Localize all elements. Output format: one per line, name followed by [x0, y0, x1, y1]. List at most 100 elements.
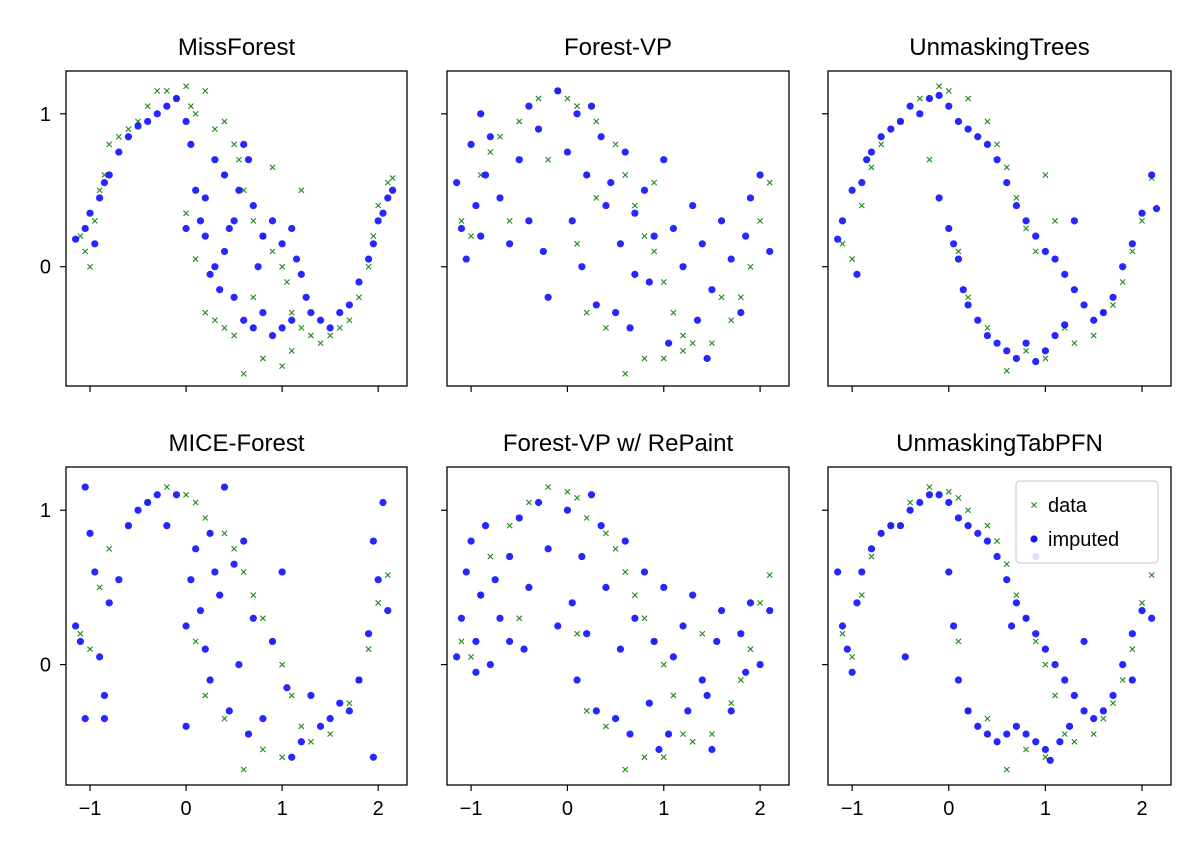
imputed-point — [124, 133, 133, 141]
data-point — [708, 340, 715, 347]
imputed-point — [954, 676, 963, 684]
imputed-point — [249, 201, 257, 210]
data-point — [240, 370, 247, 377]
imputed-point — [660, 583, 668, 592]
imputed-point — [993, 156, 1001, 164]
data-point — [211, 126, 218, 133]
data-series — [77, 83, 396, 377]
data-point — [283, 279, 290, 286]
data-point — [868, 553, 875, 560]
data-point — [506, 522, 513, 529]
imputed-point — [220, 483, 229, 491]
data-point — [1052, 692, 1059, 699]
x-tick-label: 0 — [562, 798, 573, 820]
imputed-point — [1070, 286, 1078, 294]
imputed-point — [206, 676, 214, 684]
data-point — [259, 615, 266, 622]
imputed-point — [901, 653, 909, 661]
imputed-point — [737, 309, 745, 317]
imputed-point — [616, 645, 625, 653]
imputed-point — [1046, 756, 1054, 764]
panel-title: UnmaskingTrees — [909, 34, 1090, 61]
imputed-point — [964, 125, 972, 133]
data-point — [279, 263, 286, 270]
imputed-point — [578, 552, 586, 561]
data-point — [849, 653, 856, 660]
imputed-point — [935, 491, 943, 499]
imputed-point — [660, 156, 668, 164]
x-tick-label: 1 — [1040, 798, 1051, 820]
imputed-point — [525, 217, 533, 225]
data-point — [583, 309, 590, 316]
imputed-point — [906, 102, 914, 110]
imputed-point — [974, 529, 982, 537]
imputed-point — [1032, 232, 1040, 240]
imputed-point — [230, 560, 238, 568]
imputed-point — [766, 606, 774, 615]
imputed-point — [472, 201, 480, 210]
imputed-point — [1022, 339, 1030, 347]
imputed-point — [259, 232, 267, 240]
imputed-point — [192, 186, 200, 194]
data-point — [1071, 340, 1078, 347]
data-point — [1032, 638, 1039, 645]
data-point — [1013, 194, 1020, 201]
imputed-point — [172, 94, 181, 103]
data-point — [545, 484, 552, 491]
data-point — [192, 110, 199, 117]
imputed-point — [1119, 263, 1127, 271]
imputed-point — [708, 745, 716, 754]
data-point — [631, 202, 638, 209]
imputed-point — [163, 102, 171, 110]
data-point — [327, 332, 334, 339]
data-point — [298, 723, 305, 730]
imputed-point — [302, 293, 310, 301]
imputed-point — [244, 156, 253, 164]
imputed-point — [1148, 171, 1156, 179]
data-point — [1023, 746, 1030, 753]
data-point — [965, 507, 972, 514]
imputed-point — [254, 263, 262, 271]
data-point — [125, 126, 132, 133]
data-point — [984, 522, 991, 529]
panel-title: Forest-VP w/ RePaint — [503, 430, 734, 457]
imputed-point — [124, 522, 133, 530]
imputed-point — [220, 247, 229, 256]
data-point — [641, 754, 648, 761]
imputed-point — [1012, 354, 1021, 363]
imputed-point — [105, 599, 113, 607]
imputed-point — [1022, 614, 1030, 622]
data-point — [240, 766, 247, 773]
imputed-point — [544, 545, 552, 553]
x-tick-label: 2 — [373, 798, 384, 820]
imputed-point — [578, 263, 586, 271]
imputed-point — [583, 171, 591, 179]
imputed-point — [1070, 691, 1078, 700]
data-point — [1003, 164, 1010, 171]
imputed-point — [597, 133, 605, 141]
imputed-point — [1080, 707, 1088, 715]
data-point — [77, 630, 84, 637]
imputed-point — [756, 660, 764, 669]
imputed-point — [611, 309, 620, 317]
imputed-point — [472, 668, 480, 676]
imputed-point — [684, 707, 692, 715]
data-point — [221, 530, 228, 537]
imputed-point — [115, 148, 123, 156]
data-point — [680, 731, 687, 738]
data-point — [279, 754, 286, 761]
imputed-point — [216, 591, 224, 599]
imputed-point — [640, 186, 649, 194]
imputed-point — [945, 498, 953, 507]
data-point — [583, 514, 590, 521]
imputed-point — [153, 110, 161, 118]
data-point — [1110, 301, 1117, 308]
legend-label: imputed — [1048, 529, 1119, 551]
imputed-point — [100, 715, 109, 723]
x-tick-label: 2 — [1136, 798, 1147, 820]
imputed-point — [945, 568, 953, 576]
imputed-point — [467, 537, 475, 545]
imputed-point — [211, 156, 219, 164]
data-point — [346, 700, 353, 707]
